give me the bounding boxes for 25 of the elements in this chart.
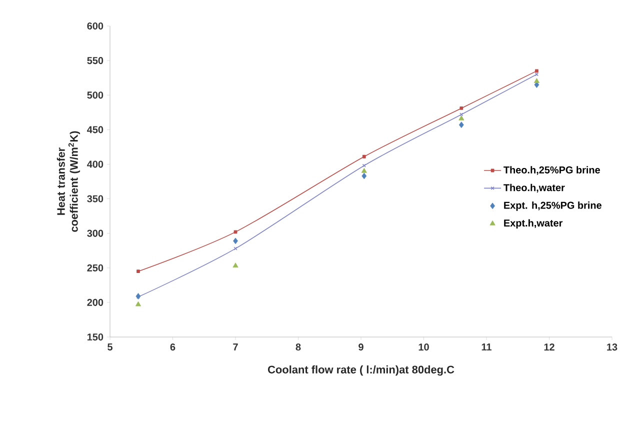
legend-label: Theo.h,25%PG brine bbox=[504, 166, 600, 175]
legend-label: Theo.h,water bbox=[504, 184, 565, 193]
y-tick-label: 250 bbox=[87, 264, 104, 272]
y-tick-label: 450 bbox=[87, 126, 104, 134]
x-tick-label: 12 bbox=[544, 344, 554, 350]
x-tick-label: 9 bbox=[358, 344, 364, 351]
y-tick-label: 350 bbox=[87, 195, 104, 202]
legend-label: Expt. h,25%PG brine bbox=[504, 202, 602, 211]
x-tick-label: 7 bbox=[233, 344, 238, 350]
y-tick-label: 600 bbox=[87, 22, 104, 30]
y-tick-label: 550 bbox=[87, 57, 104, 64]
x-axis-title: Coolant flow rate ( l:/min)at 80deg.C bbox=[268, 365, 454, 376]
x-tick-label: 5 bbox=[108, 344, 112, 350]
y-tick-label: 300 bbox=[87, 230, 104, 237]
x-tick-label: 6 bbox=[170, 344, 176, 351]
y-axis-title: Heat transfer coefficient (W/m$^{2}$K) bbox=[56, 131, 80, 232]
y-tick-label: 200 bbox=[87, 298, 104, 306]
x-tick-label: 11 bbox=[482, 344, 492, 350]
y-tick-label: 400 bbox=[87, 160, 104, 168]
x-tick-label: 8 bbox=[296, 344, 301, 351]
legend-label: Expt.h,water bbox=[504, 219, 563, 229]
x-tick-label: 10 bbox=[418, 344, 429, 351]
y-tick-label: 150 bbox=[87, 333, 104, 341]
x-tick-label: 13 bbox=[607, 344, 618, 351]
y-tick-label: 500 bbox=[87, 92, 104, 99]
